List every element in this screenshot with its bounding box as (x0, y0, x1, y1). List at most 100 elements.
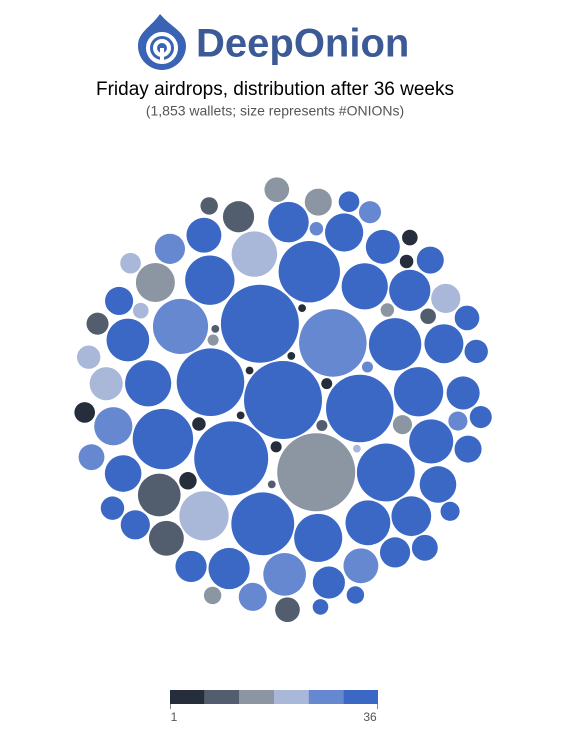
bubble (186, 217, 222, 253)
bubble (312, 599, 329, 615)
bubble (345, 500, 391, 546)
bubble (411, 534, 438, 561)
legend-swatch (170, 690, 205, 704)
bubble (399, 254, 414, 269)
bubble (132, 302, 149, 319)
bubble (287, 352, 296, 360)
legend-swatch (204, 690, 240, 704)
legend-swatch (274, 690, 309, 704)
bubble (379, 537, 411, 568)
legend: 1 36 (170, 690, 378, 724)
bubble (176, 348, 245, 416)
bubble (106, 318, 150, 362)
bubble (194, 421, 269, 496)
bubble (220, 284, 299, 363)
bubble (431, 283, 461, 314)
bubble (268, 201, 309, 243)
bubble (132, 408, 194, 470)
chart-subtitle: (1,853 wallets; size represents #ONIONs) (146, 103, 404, 119)
logo-icon (138, 14, 186, 70)
bubble (200, 197, 218, 215)
bubble (424, 324, 464, 364)
bubbles (74, 177, 492, 623)
bubble (267, 480, 276, 489)
bubble (211, 324, 220, 333)
bubble (361, 361, 373, 373)
bubble (341, 263, 388, 310)
bubble (420, 308, 436, 325)
bubble (321, 378, 333, 390)
bubble (120, 252, 141, 274)
bubble (353, 444, 361, 453)
legend-swatch (239, 690, 274, 704)
bubble (236, 411, 245, 420)
bubble (154, 233, 186, 264)
bubble (454, 305, 480, 331)
bubble (368, 318, 422, 371)
bubble (440, 501, 460, 521)
chart-title: Friday airdrops, distribution after 36 w… (96, 79, 454, 100)
brand-name: DeepOnion (196, 22, 409, 66)
bubble (244, 361, 322, 439)
bubble (356, 443, 415, 502)
bubble (192, 417, 206, 431)
legend-max-label: 36 (363, 710, 377, 724)
bubble (222, 201, 255, 233)
bubble (245, 366, 254, 375)
bubble (78, 444, 105, 471)
bubble (380, 303, 395, 317)
bubble (207, 334, 219, 346)
legend-min-label: 1 (171, 710, 178, 724)
bubble (294, 513, 343, 562)
bubble (270, 441, 282, 453)
bubble (89, 367, 123, 401)
bubble (125, 360, 172, 407)
bubble (464, 339, 488, 364)
bubble (419, 466, 457, 503)
bubble (94, 407, 133, 446)
bubble (231, 492, 295, 556)
bubble (393, 367, 444, 417)
bubble (238, 582, 267, 611)
bubble (454, 435, 482, 463)
bubble (326, 374, 394, 443)
bubble (152, 298, 209, 355)
bubble (264, 177, 290, 203)
bubble (86, 312, 109, 335)
bubble (299, 309, 367, 377)
legend-swatch (343, 690, 378, 704)
bubble (391, 496, 432, 537)
bubble (402, 229, 418, 246)
bubble (309, 222, 324, 236)
bubble (389, 269, 431, 312)
bubble (338, 191, 360, 213)
legend-swatch (308, 690, 344, 704)
bubble (76, 345, 101, 369)
bubble (120, 510, 150, 540)
bubble (105, 286, 134, 316)
bubble (148, 520, 184, 556)
bubble (74, 402, 96, 423)
bubble (185, 255, 235, 305)
bubble (304, 188, 332, 216)
bubble (312, 566, 345, 599)
bubble (278, 240, 341, 303)
bubble (208, 547, 250, 590)
bubble (263, 553, 306, 596)
bubble (358, 201, 382, 224)
bubble (175, 550, 207, 583)
bubble (469, 406, 492, 429)
bubble (446, 376, 480, 410)
bubble (343, 548, 379, 584)
bubble (298, 304, 306, 312)
bubble (104, 455, 142, 492)
bubble (203, 586, 222, 605)
bubble (392, 415, 413, 435)
bubble (448, 411, 468, 431)
bubble (179, 491, 229, 541)
bubble (346, 586, 365, 604)
bubble (135, 262, 175, 302)
bubble (365, 229, 400, 264)
bubble (275, 597, 300, 623)
